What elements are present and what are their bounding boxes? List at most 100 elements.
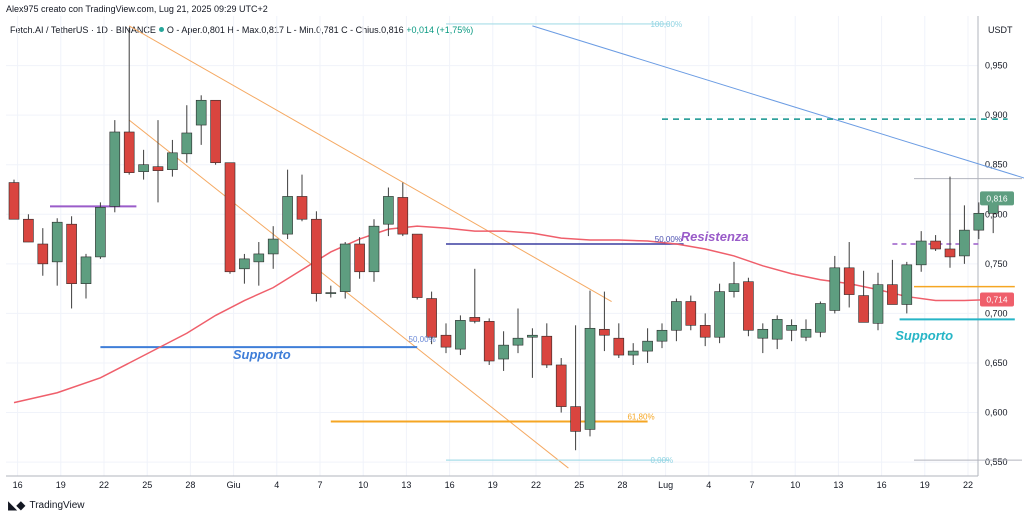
candle-body [599,328,610,336]
candle-body [541,335,553,366]
candle-body [411,233,423,298]
y-tick-label: 0,950 [985,61,1008,71]
candle [930,235,941,251]
x-tick-label: 13 [401,480,411,490]
candle [181,105,193,163]
candle [66,216,77,309]
candle-body [613,337,625,356]
candle-body [656,329,668,342]
x-tick-label: 4 [706,480,711,490]
candle [944,176,956,268]
candle-body [901,264,913,305]
candle-body [915,240,927,266]
candle [671,298,682,342]
candle [411,233,423,300]
x-tick-label: 10 [790,480,800,490]
candle [37,228,49,276]
candle [512,308,524,354]
candle-body [123,131,135,173]
y-tick-label: 0,700 [985,308,1008,318]
candle [757,323,769,354]
candle [728,261,740,298]
last-price-tag-bg [980,191,1014,206]
candle-body [843,267,855,295]
candle-body [973,212,985,231]
candle [483,318,495,365]
candle [829,255,841,314]
candle [95,202,106,259]
candle-body [714,291,725,338]
x-tick-label: 22 [963,480,973,490]
candle-body [253,253,265,263]
candle-body [282,196,293,235]
candle [426,291,437,345]
y-tick-label: 0,550 [985,457,1008,467]
candle [80,253,92,299]
candle-body [383,196,394,225]
annotation-resistenza: Resistenza [681,229,749,244]
x-tick-label: 25 [142,480,152,490]
candle [339,242,351,299]
candle-body [570,406,581,432]
candle-body [23,218,34,243]
candle-body [469,317,481,322]
tradingview-footer[interactable]: ◣◆ TradingView [8,498,85,512]
fib-100-label: 100,00% [650,20,682,29]
x-tick-label: 22 [99,480,109,490]
moving-average-line [13,225,994,404]
candle-body [397,197,409,235]
candle [311,211,322,302]
market-status-icon [158,27,164,32]
candle-body [296,196,308,220]
candle [973,202,985,240]
candle-body [80,256,92,284]
candle [325,285,337,298]
x-tick-label: 7 [317,480,322,490]
y-tick-label: 0,650 [985,358,1008,368]
candle [296,174,308,222]
x-tick-label: 28 [617,480,627,490]
candle [599,291,610,352]
fib-618-label: 61,80% [627,412,654,421]
candle-body [368,225,380,273]
candle [383,187,394,237]
candle-body [167,152,178,170]
candle-body [728,283,740,292]
candle-body [325,292,337,294]
candle [800,319,812,342]
candle-body [426,298,437,338]
candle-body [930,240,941,250]
candle [656,323,668,349]
fib-50-support-label: 50,00% [409,335,436,344]
candle [815,301,826,338]
candle [368,219,380,282]
candle-body [627,350,639,356]
candle-body [311,218,322,294]
candle-body [757,328,769,339]
last-price-tag: 0,816 [986,193,1008,203]
chart-header: Alex975 creato con TradingView.com, Lug … [6,4,268,14]
candle-body [354,243,365,273]
symbol-legend: Fetch.AI / TetherUS · 1D · BINANCE O - Ap… [10,25,473,35]
candle-body [181,132,193,155]
candle [195,95,207,145]
candle [541,323,553,368]
x-tick-label: 16 [13,480,23,490]
candle-body [339,243,351,292]
y-tick-label: 0,600 [985,408,1008,418]
currency-label: USDT [988,25,1013,35]
candle [239,253,250,284]
candle-body [944,248,956,258]
x-tick-label: 10 [358,480,368,490]
candle-body [8,182,20,220]
candle-body [858,295,869,323]
tradingview-brand: TradingView [29,499,85,511]
tradingview-logo-icon: ◣◆ [8,498,25,512]
candle [455,315,466,356]
candle-body [66,223,77,284]
y-tick-label: 0,800 [985,209,1008,219]
x-tick-label: 22 [531,480,541,490]
candle [570,325,581,451]
candle-body [51,221,63,263]
